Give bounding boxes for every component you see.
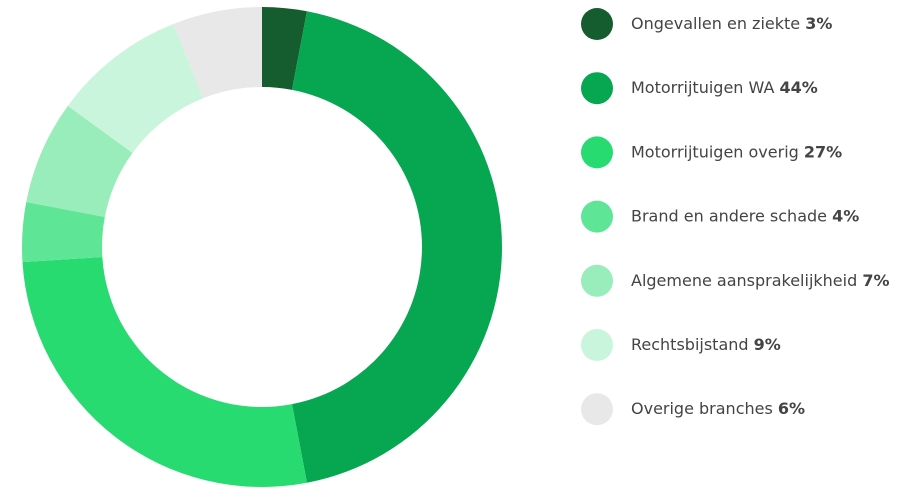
legend-value: 6% [778,399,805,418]
legend-swatch [581,72,613,105]
legend-label: Rechtsbijstand 9% [631,335,781,354]
legend-swatch [581,329,613,361]
legend-swatch [581,8,613,40]
slice [22,257,307,487]
legend-swatch [581,264,613,297]
legend-value: 27% [804,142,842,161]
legend-label: Brand en andere schade 4% [631,206,859,225]
slice [67,23,204,153]
legend-value: 44% [780,78,818,97]
legend-label: Ongevallen en ziekte 3% [631,14,832,33]
legend-value: 4% [832,206,859,225]
legend-value: 3% [805,14,832,33]
slice [173,7,262,99]
legend-swatch [581,393,613,426]
slice [22,202,105,263]
legend-name: Rechtsbijstand [631,335,749,354]
slice [291,11,503,483]
legend-name: Overige branches [631,399,773,418]
legend-name: Brand en andere schade [631,206,827,225]
slice [26,105,133,218]
legend-label: Motorrijtuigen overig 27% [631,142,842,161]
legend-name: Motorrijtuigen WA [631,78,774,97]
legend-value: 7% [862,270,889,289]
legend-swatch [581,136,613,169]
slice [262,7,307,90]
legend-value: 9% [754,335,781,354]
legend-name: Motorrijtuigen overig [631,142,799,161]
legend-name: Algemene aansprakelijkheid [631,270,857,289]
legend-label: Overige branches 6% [631,399,805,418]
legend-swatch [581,200,613,233]
legend-label: Algemene aansprakelijkheid 7% [631,270,890,289]
legend-label: Motorrijtuigen WA 44% [631,78,818,97]
legend-name: Ongevallen en ziekte [631,14,800,33]
